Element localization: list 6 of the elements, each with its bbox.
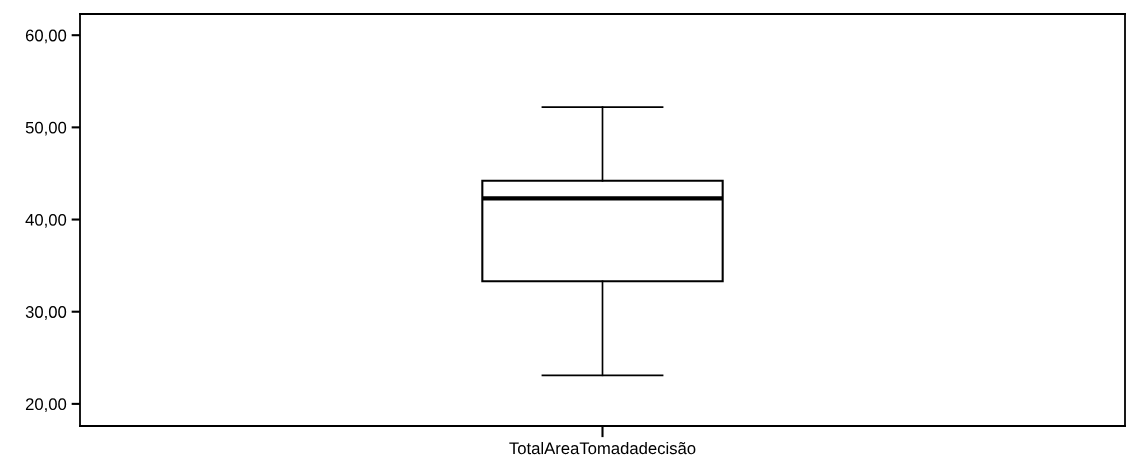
y-tick-label: 20,00 (25, 398, 67, 413)
y-tick-label: 50,00 (25, 121, 67, 136)
x-tick-label: TotalAreaTomadadecisão (509, 441, 696, 455)
y-tick-label: 60,00 (25, 29, 67, 44)
y-tick-label: 30,00 (25, 306, 67, 320)
y-tick-label: 40,00 (25, 213, 67, 228)
